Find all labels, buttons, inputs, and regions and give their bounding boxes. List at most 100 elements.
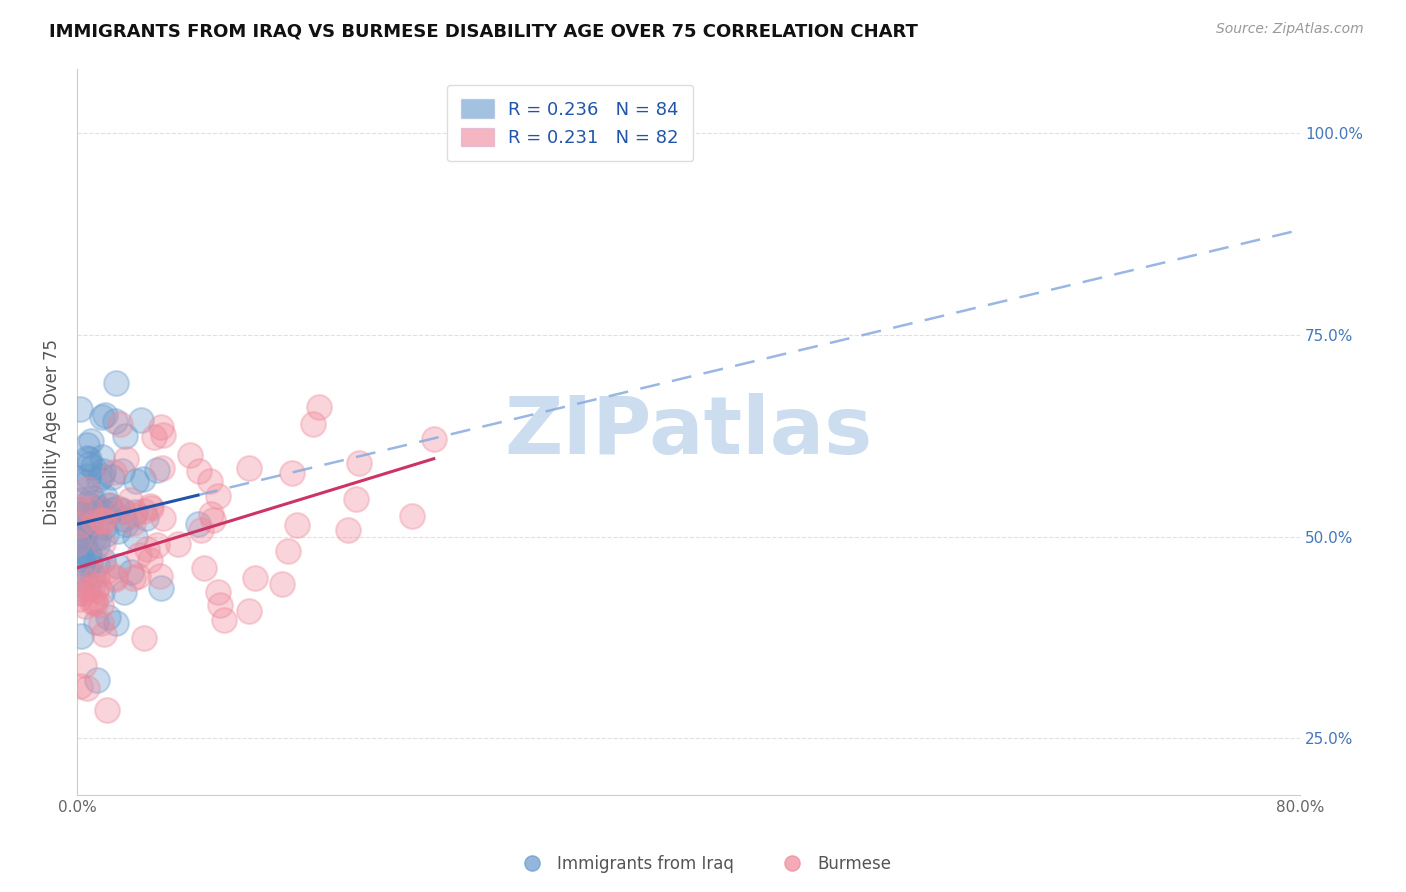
Point bbox=[66, 585, 89, 599]
Point bbox=[77, 457, 100, 471]
Point bbox=[132, 632, 155, 646]
Point bbox=[124, 530, 146, 544]
Point bbox=[94, 515, 117, 529]
Point bbox=[149, 569, 172, 583]
Point bbox=[70, 517, 93, 532]
Point bbox=[76, 482, 98, 496]
Point bbox=[277, 543, 299, 558]
Point bbox=[86, 538, 108, 552]
Point bbox=[97, 610, 120, 624]
Point bbox=[73, 523, 96, 537]
Point bbox=[67, 511, 90, 525]
Point bbox=[67, 592, 90, 607]
Point bbox=[91, 552, 114, 566]
Point bbox=[76, 450, 98, 465]
Point bbox=[93, 627, 115, 641]
Point bbox=[91, 469, 114, 483]
Point bbox=[66, 571, 89, 585]
Point bbox=[122, 571, 145, 585]
Point bbox=[108, 417, 131, 431]
Point bbox=[76, 681, 98, 696]
Text: Source: ZipAtlas.com: Source: ZipAtlas.com bbox=[1216, 22, 1364, 37]
Point bbox=[76, 475, 98, 490]
Point bbox=[188, 464, 211, 478]
Point bbox=[73, 574, 96, 589]
Point bbox=[82, 495, 104, 509]
Point bbox=[104, 376, 127, 390]
Point bbox=[114, 511, 136, 525]
Point bbox=[347, 456, 370, 470]
Legend: R = 0.236   N = 84, R = 0.231   N = 82: R = 0.236 N = 84, R = 0.231 N = 82 bbox=[447, 85, 693, 161]
Point bbox=[238, 604, 260, 618]
Point bbox=[150, 581, 173, 595]
Point bbox=[120, 565, 142, 579]
Point bbox=[212, 613, 235, 627]
Point bbox=[122, 508, 145, 522]
Point bbox=[139, 553, 162, 567]
Point bbox=[72, 556, 94, 570]
Point bbox=[76, 562, 98, 576]
Legend: Immigrants from Iraq, Burmese: Immigrants from Iraq, Burmese bbox=[509, 848, 897, 880]
Point bbox=[83, 516, 105, 530]
Point bbox=[67, 551, 90, 566]
Point bbox=[132, 504, 155, 518]
Point bbox=[86, 558, 108, 572]
Point bbox=[80, 491, 103, 506]
Point bbox=[67, 503, 90, 517]
Point bbox=[145, 538, 167, 552]
Point bbox=[101, 470, 124, 484]
Point bbox=[86, 673, 108, 688]
Point bbox=[91, 450, 114, 464]
Point bbox=[193, 561, 215, 575]
Point bbox=[138, 500, 160, 514]
Point bbox=[344, 491, 367, 506]
Point bbox=[401, 508, 423, 523]
Point bbox=[87, 501, 110, 516]
Point bbox=[76, 548, 98, 562]
Point bbox=[114, 428, 136, 442]
Point bbox=[80, 580, 103, 594]
Point bbox=[90, 598, 112, 612]
Point bbox=[139, 501, 162, 516]
Point bbox=[105, 501, 128, 516]
Point bbox=[107, 524, 129, 538]
Point bbox=[104, 572, 127, 586]
Point bbox=[124, 505, 146, 519]
Point bbox=[93, 408, 115, 422]
Point bbox=[111, 503, 134, 517]
Point bbox=[91, 513, 114, 527]
Point bbox=[136, 542, 159, 557]
Point bbox=[112, 503, 135, 517]
Point bbox=[86, 582, 108, 597]
Point bbox=[152, 428, 174, 442]
Point bbox=[91, 536, 114, 550]
Point bbox=[87, 473, 110, 487]
Point bbox=[115, 452, 138, 467]
Point bbox=[301, 417, 323, 431]
Point bbox=[76, 496, 98, 510]
Point bbox=[281, 467, 304, 481]
Point bbox=[125, 474, 148, 488]
Point bbox=[72, 529, 94, 543]
Point bbox=[93, 505, 115, 519]
Point bbox=[90, 615, 112, 630]
Point bbox=[207, 489, 229, 503]
Point bbox=[73, 537, 96, 551]
Point bbox=[70, 629, 93, 643]
Point bbox=[145, 463, 167, 477]
Point bbox=[128, 548, 150, 562]
Point bbox=[82, 460, 104, 475]
Point bbox=[114, 517, 136, 532]
Point bbox=[127, 569, 149, 583]
Point bbox=[83, 594, 105, 608]
Point bbox=[105, 616, 128, 631]
Point bbox=[135, 511, 157, 525]
Point bbox=[70, 582, 93, 596]
Point bbox=[69, 508, 91, 522]
Point bbox=[90, 585, 112, 599]
Point bbox=[69, 401, 91, 416]
Point bbox=[143, 430, 166, 444]
Point bbox=[80, 434, 103, 448]
Point bbox=[87, 578, 110, 592]
Point bbox=[202, 513, 225, 527]
